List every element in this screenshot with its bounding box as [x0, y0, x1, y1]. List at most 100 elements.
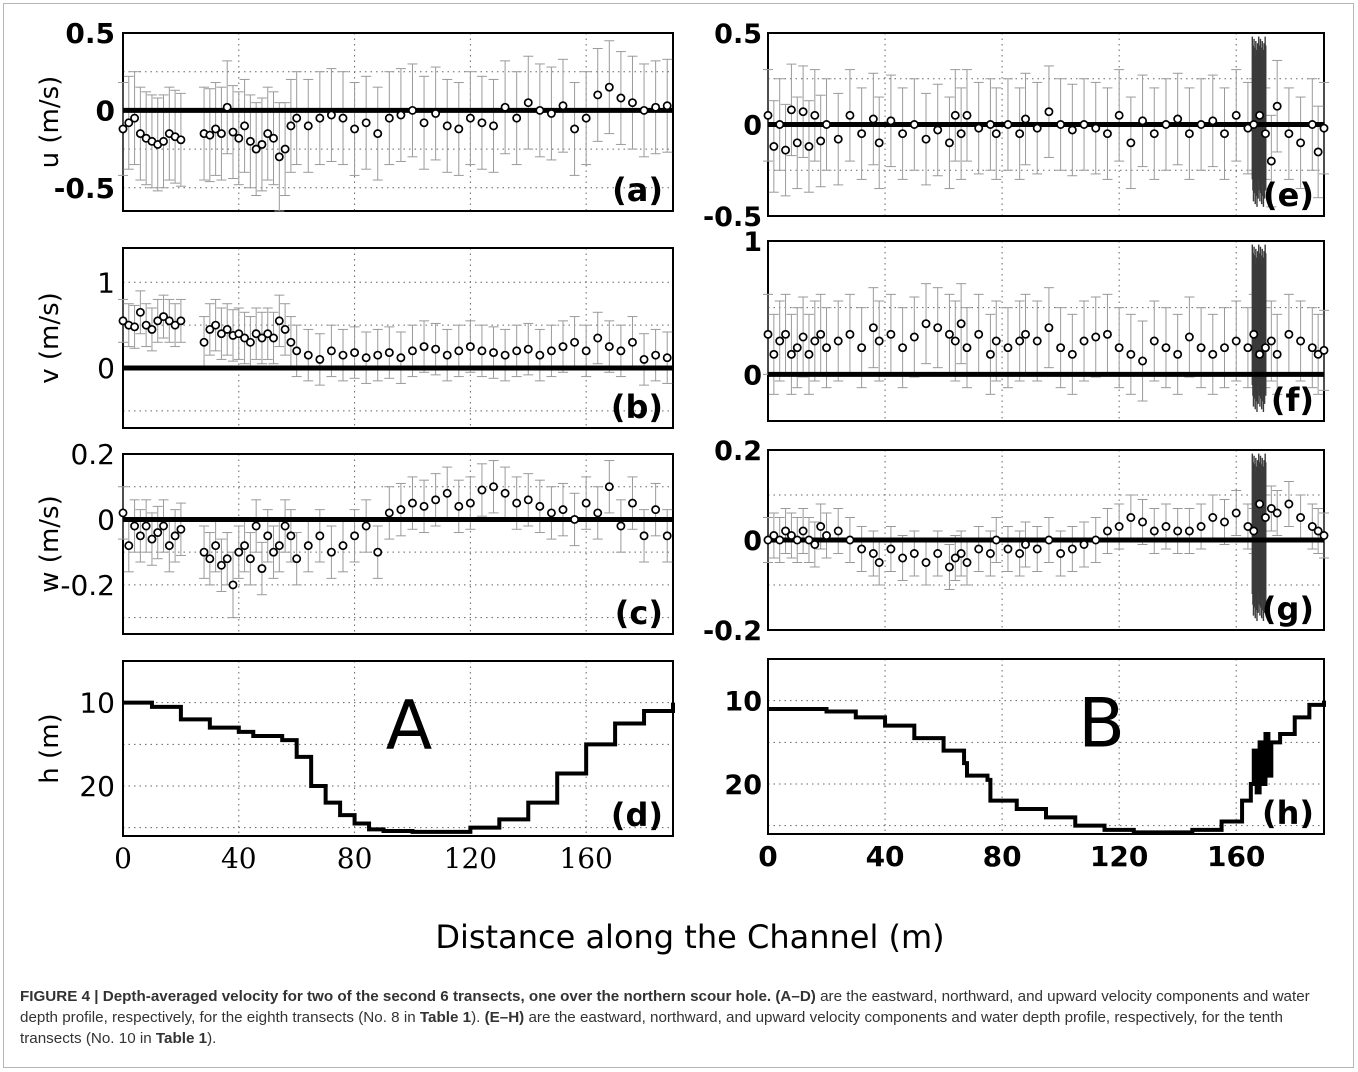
data-point [781, 526, 791, 536]
data-point [303, 350, 313, 360]
data-point [651, 350, 661, 360]
data-point [442, 350, 452, 360]
data-point [1196, 522, 1206, 531]
data-point [962, 558, 972, 567]
data-point [1284, 129, 1294, 139]
data-point [234, 547, 244, 557]
y-tick-label: 1 [97, 266, 115, 299]
data-point [857, 343, 867, 353]
data-point [512, 498, 522, 508]
data-point [868, 114, 878, 124]
data-point [1196, 120, 1206, 129]
data-point [593, 333, 603, 343]
data-point [118, 124, 128, 134]
data-point [1272, 101, 1282, 111]
data-point [251, 329, 261, 339]
data-point [124, 118, 134, 128]
data-point [361, 118, 371, 128]
data-point [933, 549, 943, 558]
data-point [662, 101, 672, 111]
data-point [274, 541, 284, 551]
data-point [465, 498, 475, 508]
data-point [1296, 138, 1306, 148]
data-point [639, 531, 649, 541]
data-point [350, 348, 360, 358]
data-point [222, 324, 232, 334]
data-point [147, 534, 157, 544]
data-point [500, 350, 510, 360]
data-point [1114, 522, 1124, 531]
caption-table-ref-1[interactable]: Table 1 [419, 1009, 472, 1026]
data-point [1266, 156, 1276, 166]
data-point [921, 134, 931, 144]
data-point [1067, 349, 1077, 359]
data-point [118, 316, 128, 326]
data-point [956, 129, 966, 139]
data-point [1296, 513, 1306, 522]
scour-hole-cluster [1251, 453, 1267, 621]
data-point [1044, 323, 1054, 333]
data-point [373, 350, 383, 360]
data-point [1079, 120, 1089, 129]
data-point [822, 343, 831, 353]
data-point [269, 333, 278, 343]
data-point [1021, 329, 1030, 339]
data-point [222, 102, 232, 112]
data-point [408, 346, 417, 356]
data-point [558, 101, 568, 111]
data-point [921, 558, 931, 567]
data-point [868, 549, 878, 558]
data-point [1091, 123, 1101, 133]
data-point [1231, 508, 1241, 518]
data-point [1032, 123, 1042, 133]
data-point [1307, 343, 1317, 353]
data-point [431, 344, 441, 354]
data-point [763, 329, 773, 339]
data-point [763, 110, 773, 120]
data-point [898, 343, 908, 353]
data-point [991, 336, 1001, 346]
data-point [1261, 513, 1270, 522]
data-point [1091, 332, 1101, 342]
data-point [1056, 343, 1066, 353]
data-point [153, 316, 163, 326]
data-point [361, 521, 371, 531]
data-point [950, 553, 960, 563]
data-point [1261, 129, 1270, 139]
data-point [1249, 120, 1259, 129]
caption-table-ref-2[interactable]: Table 1 [155, 1030, 208, 1047]
data-point [558, 505, 568, 515]
data-point [384, 113, 394, 123]
x-tick-label: 160 [1207, 840, 1265, 873]
data-point [1255, 499, 1265, 509]
x-tick-label: 40 [221, 842, 257, 875]
data-point [604, 342, 614, 352]
data-point [205, 130, 215, 140]
data-point [581, 346, 591, 356]
panel-f: (f) 0 1 [743, 227, 1329, 422]
data-point [985, 549, 995, 558]
data-point [781, 329, 791, 339]
data-point [280, 324, 290, 334]
data-point [489, 121, 498, 131]
data-point [1044, 535, 1054, 545]
data-point [240, 121, 250, 131]
data-point [338, 113, 348, 123]
data-point [1231, 110, 1241, 120]
data-point [1307, 120, 1317, 129]
y-tick-label: 20 [724, 770, 762, 801]
data-point [962, 110, 972, 120]
data-point [141, 320, 151, 330]
data-point [303, 121, 313, 131]
y-tick-label: 10 [79, 687, 115, 720]
y-axis-label: h (m) [35, 713, 65, 783]
data-point [616, 521, 626, 531]
y-tick-label: 0 [743, 360, 762, 391]
data-point [350, 531, 360, 541]
data-point [396, 110, 406, 120]
data-point [1161, 120, 1171, 129]
axes-box [122, 32, 674, 212]
data-point [384, 508, 394, 518]
data-point [500, 488, 510, 498]
